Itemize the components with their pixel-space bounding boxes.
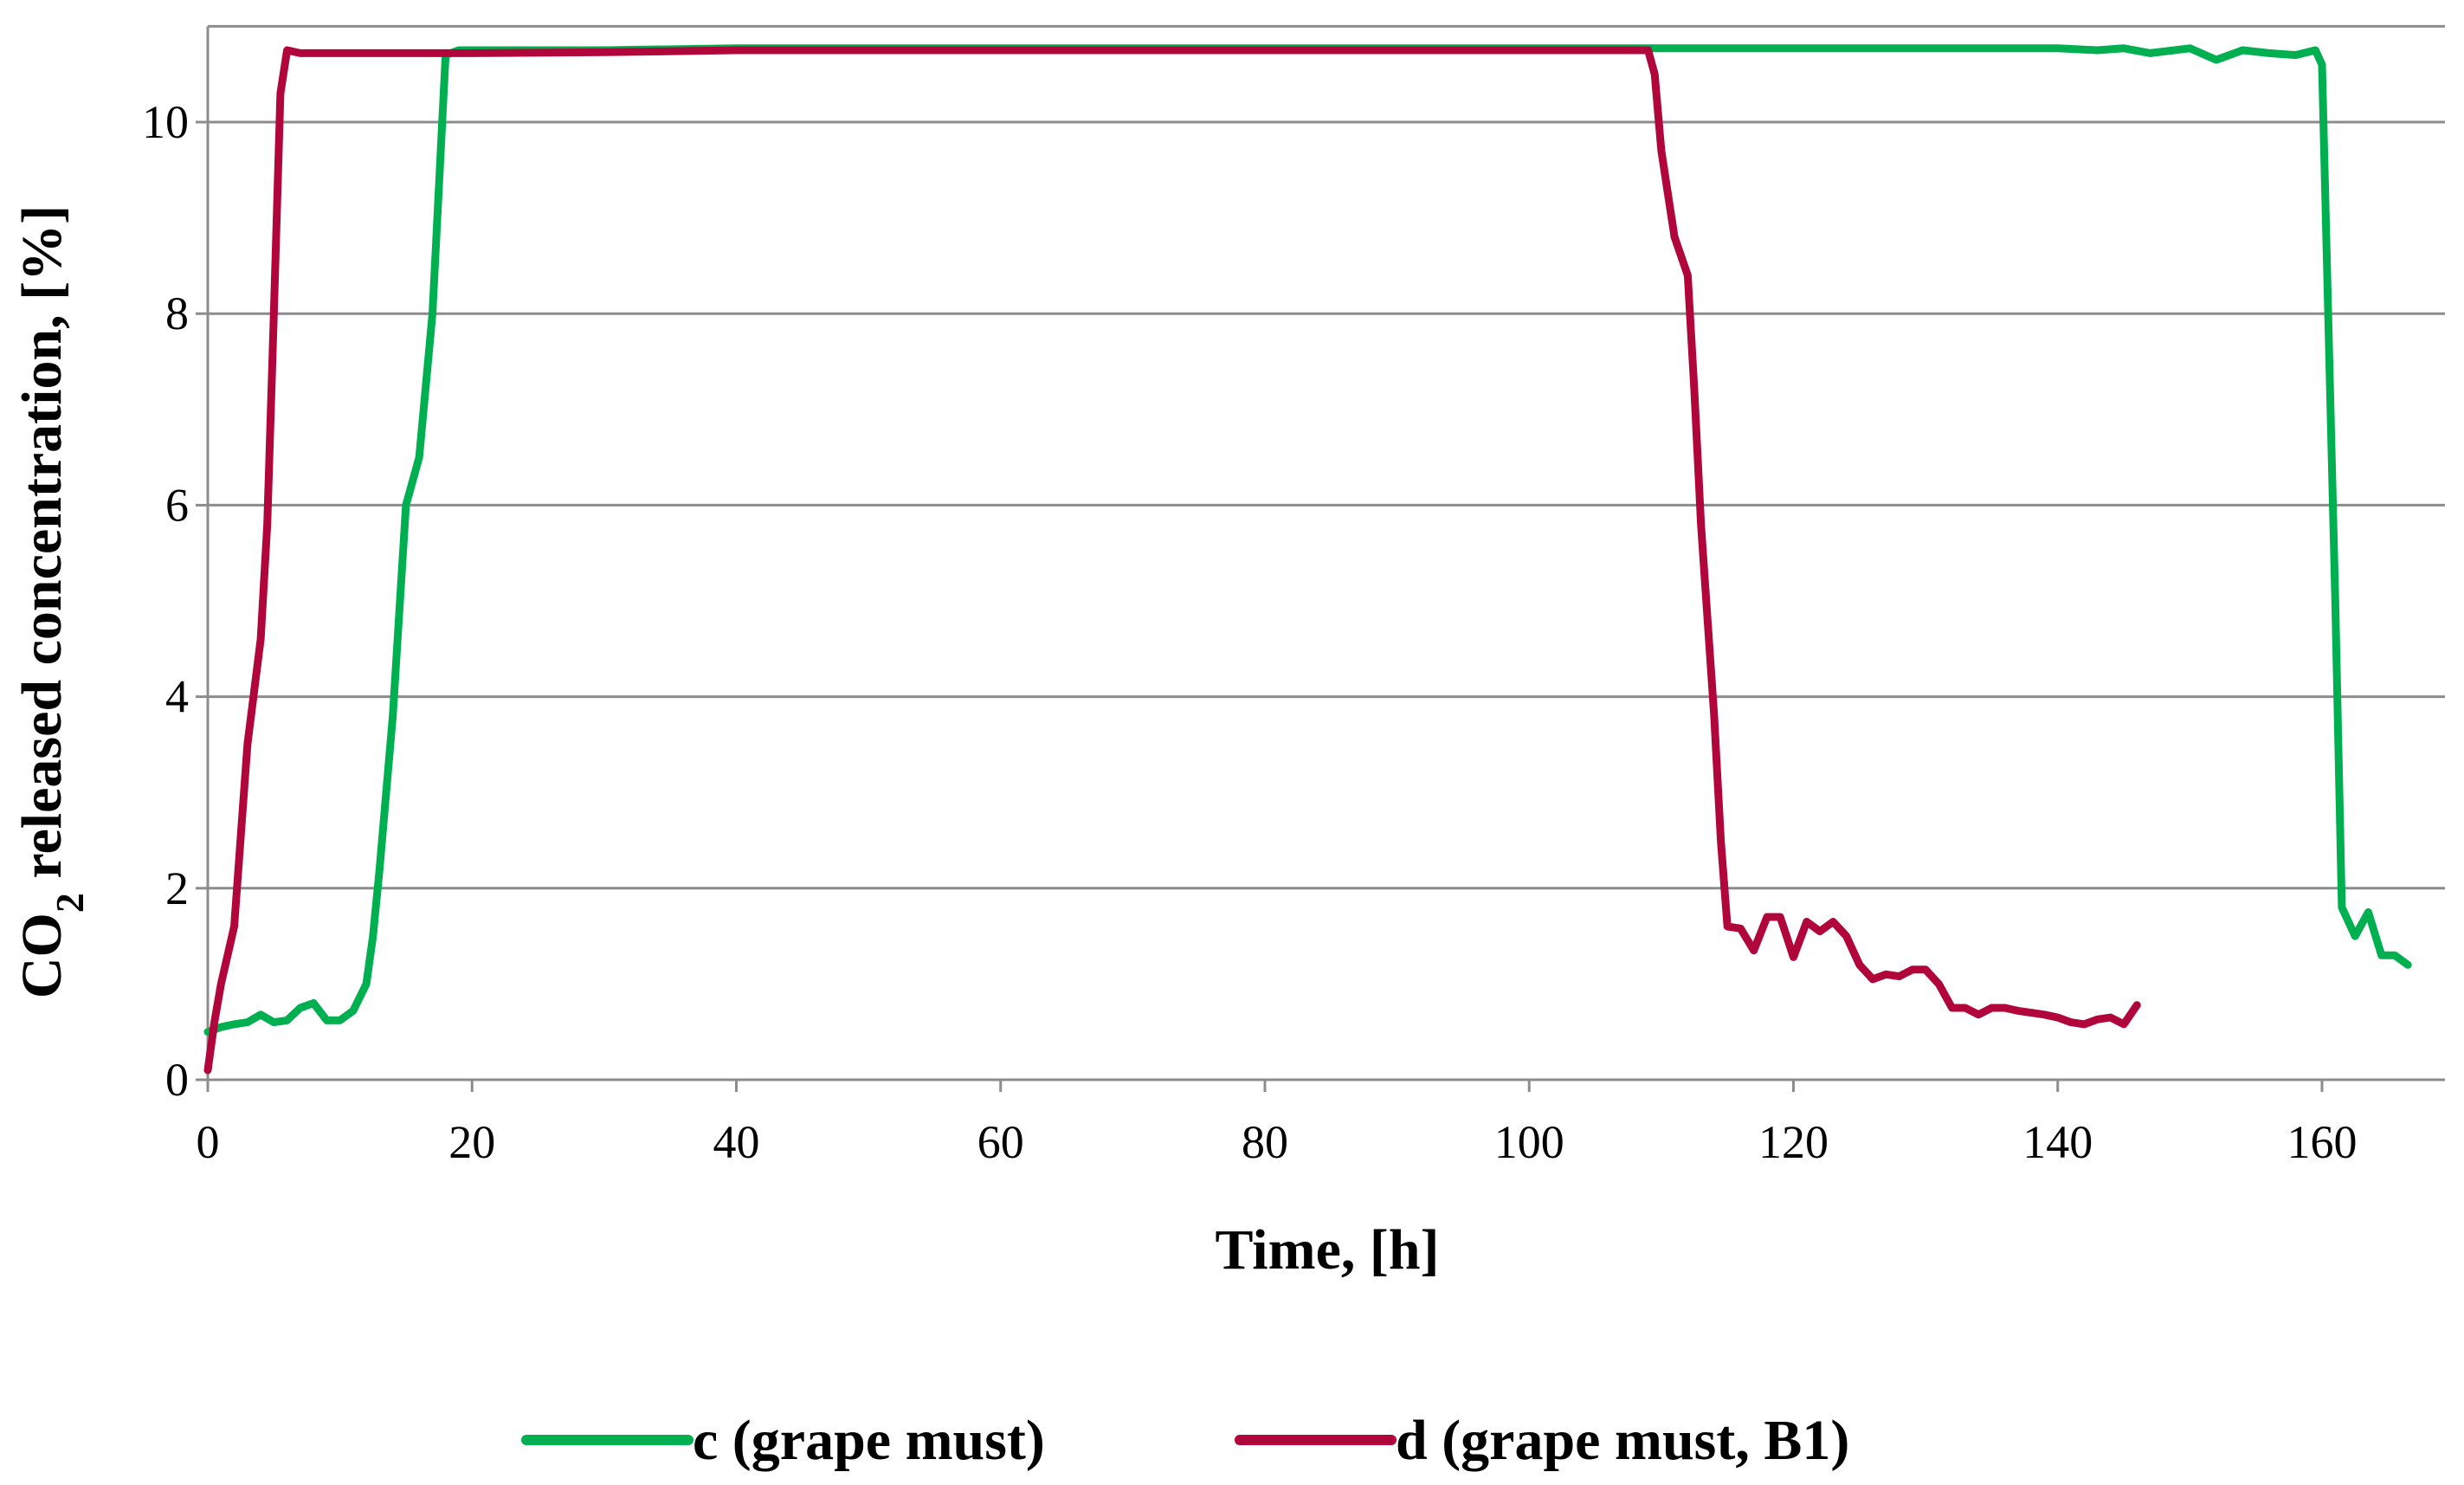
x-tick-label-100: 100 xyxy=(1494,1116,1564,1168)
y-tick-label-0: 0 xyxy=(165,1054,189,1106)
x-tick-label-80: 80 xyxy=(1242,1116,1288,1168)
x-tick-label-140: 140 xyxy=(2022,1116,2093,1168)
y-tick-label-4: 4 xyxy=(165,671,189,723)
axes xyxy=(196,26,2445,1092)
y-tick-label-10: 10 xyxy=(142,96,189,148)
legend: c (grape must) d (grape must, B1) xyxy=(521,1409,1849,1472)
x-tick-label-20: 20 xyxy=(448,1116,495,1168)
x-tick-label-60: 60 xyxy=(977,1116,1024,1168)
y-axis-title-prefix: CO xyxy=(10,913,74,998)
series-lines xyxy=(203,44,2412,1075)
series-line-d xyxy=(203,46,2141,1075)
x-tick-labels: 0 20 40 60 80 100 120 140 160 xyxy=(197,1116,2358,1168)
y-tick-labels: 0 2 4 6 8 10 xyxy=(142,96,189,1106)
y-axis-title: CO2 released concentration, [%] xyxy=(10,205,92,998)
x-tick-label-160: 160 xyxy=(2287,1116,2358,1168)
series-line-c xyxy=(203,44,2412,1036)
y-tick-label-2: 2 xyxy=(165,862,189,914)
legend-label-c: c (grape must) xyxy=(693,1409,1045,1472)
y-axis-title-suffix: released concentration, [%] xyxy=(10,205,74,893)
y-tick-label-8: 8 xyxy=(165,287,189,339)
legend-label-d: d (grape must, B1) xyxy=(1396,1409,1849,1472)
x-tick-label-120: 120 xyxy=(1758,1116,1829,1168)
x-tick-label-0: 0 xyxy=(197,1116,220,1168)
gridlines xyxy=(208,24,2445,890)
x-tick-label-40: 40 xyxy=(713,1116,760,1168)
y-axis-title-subscript: 2 xyxy=(48,893,92,913)
y-tick-label-6: 6 xyxy=(165,479,189,531)
x-axis-title: Time, [h] xyxy=(1215,1218,1439,1282)
